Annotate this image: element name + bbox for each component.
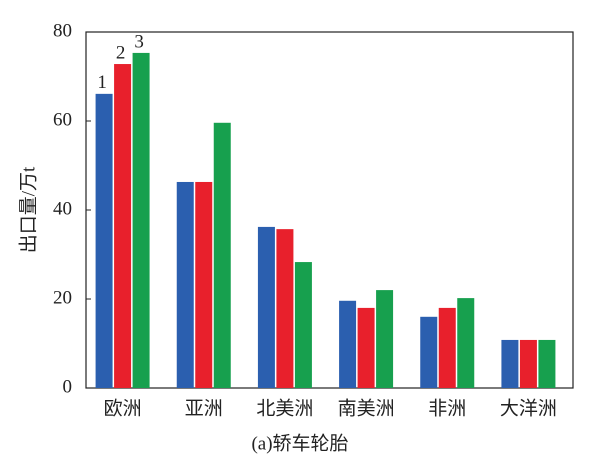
bar — [357, 307, 375, 388]
bar — [339, 300, 357, 388]
y-axis-label: 出口量/万t — [17, 166, 39, 253]
y-tick-label: 20 — [53, 287, 72, 308]
x-tick-label: 大洋洲 — [500, 397, 557, 419]
bar — [95, 93, 113, 388]
bar — [213, 122, 231, 388]
bar — [195, 181, 213, 388]
bar — [294, 262, 312, 388]
bar — [114, 64, 132, 388]
series-label: 1 — [97, 72, 107, 93]
bar — [420, 316, 438, 388]
y-tick-label: 60 — [53, 109, 72, 130]
y-tick-label: 80 — [53, 20, 72, 41]
x-tick-label: 欧洲 — [104, 397, 142, 419]
bar — [176, 181, 194, 388]
y-tick-label: 40 — [53, 198, 72, 219]
series-label: 2 — [116, 42, 126, 63]
bar — [376, 290, 394, 388]
bar — [538, 339, 556, 388]
bar — [457, 298, 475, 388]
bar — [276, 229, 294, 388]
bar — [132, 52, 150, 388]
plot-frame — [85, 31, 574, 389]
x-tick-label: 北美洲 — [256, 397, 313, 419]
x-tick-label: 非洲 — [428, 397, 466, 419]
bar — [438, 307, 456, 388]
x-tick-label: 亚洲 — [185, 398, 223, 419]
y-tick-label: 0 — [63, 376, 73, 397]
series-label: 3 — [134, 31, 144, 52]
bar — [519, 339, 537, 388]
bar — [501, 339, 519, 388]
caption: (a)轿车轮胎 — [251, 432, 348, 454]
bar — [257, 226, 275, 388]
x-tick-label: 南美洲 — [338, 397, 395, 419]
